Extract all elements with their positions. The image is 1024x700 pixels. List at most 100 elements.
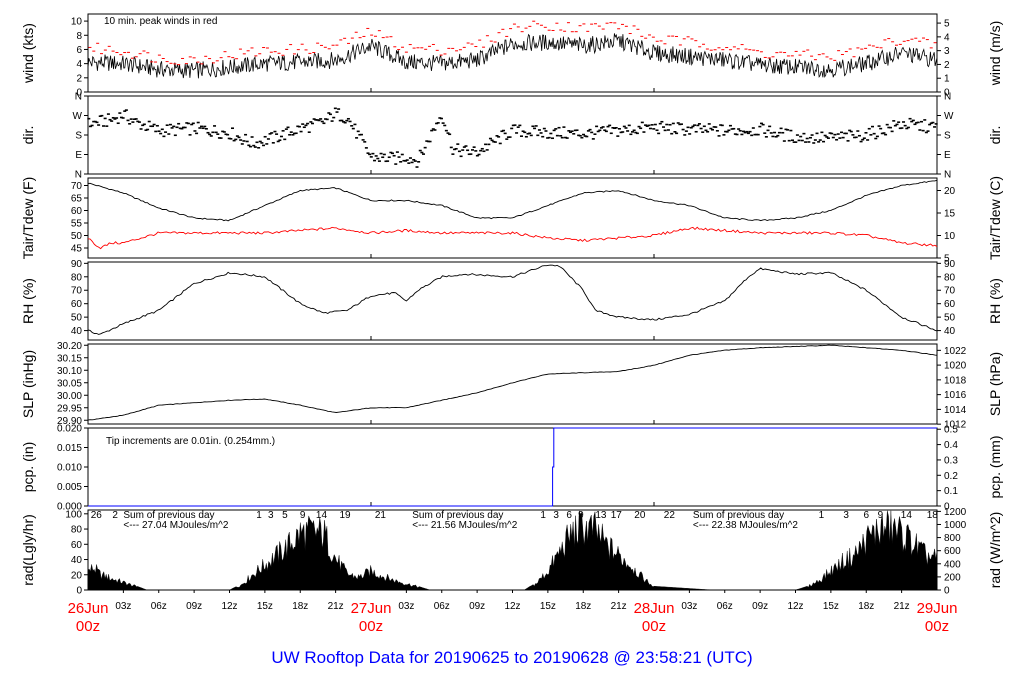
left-tick-label: 2 — [76, 73, 82, 84]
left-tick-label: 30.10 — [57, 366, 82, 377]
left-tick-label: 40 — [71, 555, 83, 566]
panel-slp — [84, 343, 941, 425]
hour-marker: 1 — [819, 510, 825, 521]
time-tick-label: 09z — [752, 601, 768, 612]
slp-line — [87, 344, 938, 421]
left-tick-label: 6 — [76, 45, 82, 56]
daily-total-label: Sum of previous day — [123, 510, 214, 521]
right-tick-label: W — [944, 111, 954, 122]
time-tick-label: 12z — [221, 601, 237, 612]
time-tick-label: 06z — [151, 601, 167, 612]
right-tick-label: 3 — [944, 46, 950, 57]
right-tick-label: 80 — [944, 272, 956, 283]
right-tick-label: 1012 — [944, 420, 967, 431]
footer-time: 23:58:21 — [635, 648, 702, 667]
left-axis-title: pcp. (in) — [20, 442, 36, 493]
hour-marker: 3 — [553, 510, 559, 521]
left-tick-label: 8 — [76, 31, 82, 42]
right-tick-label: 70 — [944, 286, 956, 297]
left-axis-title: Tair/Tdew (F) — [20, 177, 36, 259]
left-tick-label: 70 — [71, 286, 83, 297]
left-tick-label: 40 — [71, 326, 83, 337]
left-tick-label: 29.95 — [57, 403, 82, 414]
time-tick-label: 06z — [434, 601, 450, 612]
time-tick-label: 03z — [398, 601, 414, 612]
left-tick-label: 0.005 — [57, 482, 82, 493]
time-tick-label: 12z — [504, 601, 520, 612]
day-date-label: 28Jun — [634, 600, 675, 617]
right-tick-label: 600 — [944, 546, 961, 557]
right-axis-title: pcp. (mm) — [987, 436, 1003, 499]
daily-total-value: <--- 22.38 MJoules/m^2 — [693, 520, 798, 531]
hour-marker: 1 — [256, 510, 262, 521]
right-tick-label: 0.5 — [944, 425, 958, 436]
left-tick-label: 65 — [71, 194, 83, 205]
right-tick-label: 2 — [944, 60, 950, 71]
right-axis-title: rad (W/m^2) — [987, 512, 1003, 589]
right-axis-title: RH (%) — [987, 278, 1003, 324]
hour-marker: 3 — [843, 510, 849, 521]
right-tick-label: 0.1 — [944, 486, 958, 497]
hour-marker: 21 — [375, 510, 387, 521]
hour-marker: 5 — [282, 510, 288, 521]
panel-frame — [87, 13, 938, 93]
right-axis-title: wind (m/s) — [987, 21, 1003, 87]
time-tick-label: 18z — [575, 601, 591, 612]
hour-marker: 19 — [339, 510, 351, 521]
hour-marker: 1 — [540, 510, 546, 521]
daily-total-label: Sum of previous day — [412, 510, 503, 521]
time-tick-label: 09z — [186, 601, 202, 612]
time-tick-label: 15z — [257, 601, 273, 612]
right-tick-label: 5 — [944, 19, 950, 30]
footer-sep: to — [514, 648, 529, 667]
right-tick-label: N — [944, 92, 951, 103]
panel-frame — [87, 343, 938, 425]
hour-marker: 13 — [595, 510, 607, 521]
day-hour-label: 00z — [925, 618, 949, 635]
time-tick-label: 21z — [611, 601, 627, 612]
right-tick-label: 0 — [944, 502, 950, 513]
right-tick-label: 0 — [944, 88, 950, 99]
day-hour-label: 00z — [76, 618, 100, 635]
left-tick-label: 50 — [71, 231, 83, 242]
panel-rh — [84, 261, 941, 341]
time-tick-label: 15z — [540, 601, 556, 612]
hour-marker: 9 — [300, 510, 306, 521]
left-tick-label: 0 — [76, 586, 82, 597]
left-tick-label: 0 — [76, 88, 82, 99]
precip-line — [88, 427, 937, 507]
left-tick-label: 0.020 — [57, 424, 82, 435]
footer-end-date: 20190628 — [533, 648, 609, 667]
left-tick-label: 20 — [71, 570, 83, 581]
footer-prefix: UW Rooftop Data for — [271, 648, 430, 667]
left-tick-label: 55 — [71, 219, 83, 230]
left-tick-label: 60 — [71, 206, 83, 217]
hour-marker: 6 — [566, 510, 572, 521]
right-tick-label: 60 — [944, 299, 956, 310]
left-tick-label: N — [75, 170, 82, 181]
hour-marker: 22 — [664, 510, 676, 521]
left-axis-title: SLP (inHg) — [20, 350, 36, 418]
right-tick-label: E — [944, 150, 951, 161]
left-tick-label: 0.010 — [57, 463, 82, 474]
left-axis-title: wind (kts) — [20, 23, 36, 84]
footer-tz: (UTC) — [706, 648, 753, 667]
left-tick-label: 90 — [71, 259, 83, 270]
left-tick-label: 30.05 — [57, 378, 82, 389]
right-tick-label: 1000 — [944, 520, 967, 531]
right-tick-label: 1 — [944, 74, 950, 85]
left-tick-label: 0.000 — [57, 502, 82, 513]
time-tick-label: 09z — [469, 601, 485, 612]
left-tick-label: 60 — [71, 540, 83, 551]
footer-at: @ — [613, 648, 631, 667]
daily-total-value: <--- 21.56 MJoules/m^2 — [412, 520, 517, 531]
hour-marker: 6 — [863, 510, 869, 521]
hour-marker: 14 — [901, 510, 913, 521]
left-tick-label: E — [75, 150, 82, 161]
left-axis-title: rad(Lgly/hr) — [20, 514, 36, 586]
wind-speed-line — [87, 33, 938, 79]
right-tick-label: 1022 — [944, 346, 967, 357]
left-tick-label: 45 — [71, 244, 83, 255]
right-tick-label: S — [944, 131, 951, 142]
